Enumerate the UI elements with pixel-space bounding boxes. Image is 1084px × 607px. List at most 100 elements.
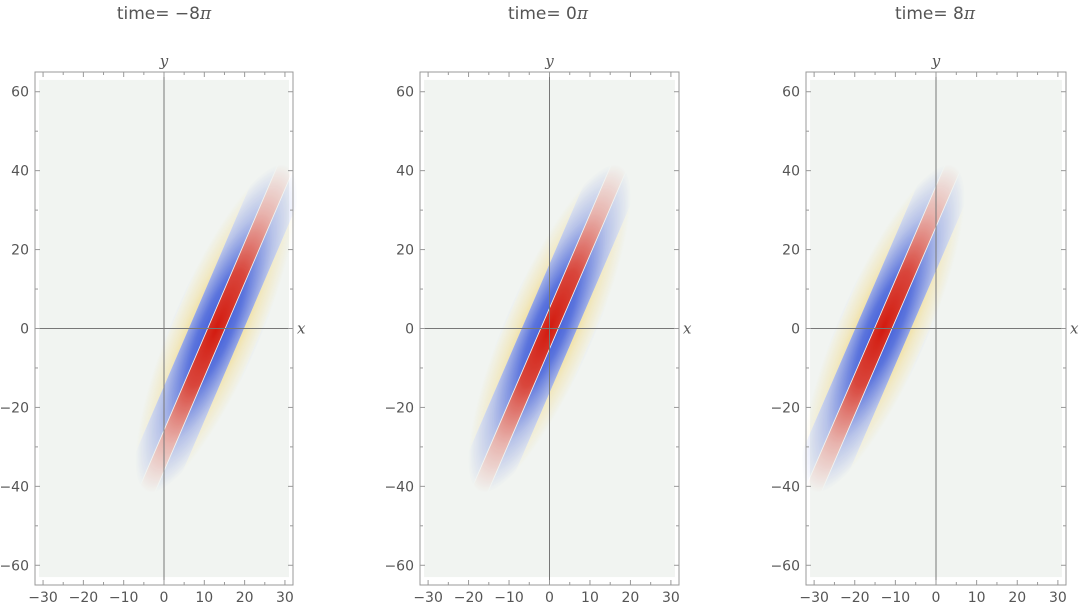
title-unit: π bbox=[963, 4, 976, 24]
x-tick-label: 0 bbox=[545, 590, 554, 606]
x-tick-label: −20 bbox=[454, 590, 484, 606]
wave-stripe bbox=[862, 144, 1061, 581]
y-tick-label: −60 bbox=[770, 558, 800, 574]
wave-stripe bbox=[24, 70, 222, 507]
x-tick-label: −30 bbox=[799, 590, 829, 606]
wave-stripe bbox=[799, 117, 998, 554]
x-tick-label: 20 bbox=[622, 590, 640, 606]
wave-stripe bbox=[388, 83, 586, 520]
y-tick-label: 60 bbox=[396, 85, 414, 101]
title-unit: π bbox=[576, 4, 589, 24]
y-tick-label: 20 bbox=[782, 243, 800, 259]
panel-3: y x −30 −20 −10 0 10 20 30 −60 −40 −20 0 20 40 60 bbox=[690, 52, 1079, 606]
x-tick-label: −30 bbox=[28, 590, 58, 606]
wave-stripe bbox=[544, 150, 742, 587]
wave-stripe bbox=[831, 130, 1030, 567]
wave-stripe bbox=[195, 143, 393, 581]
wave-packet bbox=[690, 69, 1077, 588]
y-tick-label: −40 bbox=[770, 479, 800, 495]
panel-1: y x −30 −20 −10 0 10 20 30 −60 −40 −20 0 20 40 60 bbox=[0, 52, 409, 606]
wave-stripe bbox=[528, 143, 727, 581]
wave-stripe bbox=[40, 76, 238, 514]
y-tick-label: 0 bbox=[791, 322, 800, 338]
wave-stripe bbox=[752, 96, 951, 533]
title-panel-2: time= 0π bbox=[508, 4, 588, 24]
y-tick-label: −40 bbox=[0, 479, 29, 495]
x-tick-label: −20 bbox=[69, 590, 99, 606]
x-tick-label: 20 bbox=[1008, 590, 1026, 606]
title-panel-3: time= 8π bbox=[895, 4, 975, 24]
title-panel-1: time= −8π bbox=[117, 4, 211, 24]
wave-stripe bbox=[211, 150, 409, 587]
wave-stripe bbox=[164, 130, 362, 567]
y-tick-label: −20 bbox=[770, 400, 800, 416]
x-tick-label: −10 bbox=[881, 590, 911, 606]
title-value: 8 bbox=[953, 4, 964, 24]
x-tick-label: 0 bbox=[160, 590, 169, 606]
y-tick-label: −20 bbox=[384, 400, 414, 416]
x-axis-label: x bbox=[297, 320, 306, 338]
y-axis-label: y bbox=[931, 52, 941, 70]
wave-stripe bbox=[102, 103, 300, 541]
wave-stripe bbox=[419, 96, 618, 534]
wave-stripe bbox=[878, 151, 1077, 588]
y-tick-label: 40 bbox=[782, 164, 800, 180]
wave-stripe bbox=[705, 76, 904, 513]
y-tick-label: −60 bbox=[0, 558, 29, 574]
wave-stripe bbox=[403, 90, 602, 527]
wave-stripe bbox=[721, 83, 920, 520]
panel-2: y x −30 −20 −10 0 10 20 30 −60 −40 −20 0 20 40 60 bbox=[357, 52, 742, 606]
y-axis-label: y bbox=[159, 52, 169, 70]
wave-stripe bbox=[690, 69, 889, 506]
title-unit: π bbox=[199, 4, 212, 24]
y-tick-label: 20 bbox=[11, 243, 29, 259]
y-tick-label: 40 bbox=[396, 164, 414, 180]
x-tick-label: 10 bbox=[968, 590, 986, 606]
x-tick-label: 10 bbox=[581, 590, 599, 606]
title-value: 0 bbox=[566, 4, 577, 24]
x-tick-label: 0 bbox=[932, 590, 941, 606]
y-tick-label: −60 bbox=[384, 558, 414, 574]
wave-stripe bbox=[466, 117, 664, 554]
wave-stripe bbox=[497, 130, 696, 567]
x-tick-label: −30 bbox=[413, 590, 443, 606]
wave-stripe bbox=[768, 103, 967, 540]
x-tick-label: 30 bbox=[662, 590, 680, 606]
title-value: −8 bbox=[174, 4, 200, 24]
title-prefix: time= bbox=[507, 4, 567, 24]
y-axis-label: y bbox=[544, 52, 554, 70]
wave-stripe bbox=[435, 103, 633, 540]
y-tick-label: 0 bbox=[20, 322, 29, 338]
title-prefix: time= bbox=[894, 4, 954, 24]
wave-stripe bbox=[513, 137, 711, 574]
x-tick-label: 10 bbox=[195, 590, 213, 606]
wave-stripe bbox=[846, 137, 1045, 574]
x-axis-label: x bbox=[1070, 320, 1079, 338]
x-tick-label: 30 bbox=[1049, 590, 1067, 606]
x-axis-label: x bbox=[683, 320, 692, 338]
wave-stripe bbox=[481, 123, 680, 561]
wave-stripe bbox=[55, 83, 253, 521]
wave-stripe bbox=[71, 90, 269, 527]
y-tick-label: 60 bbox=[782, 85, 800, 101]
title-prefix: time= bbox=[116, 4, 175, 24]
y-tick-label: −20 bbox=[0, 400, 29, 416]
wave-stripe bbox=[815, 124, 1014, 561]
x-tick-label: −10 bbox=[109, 590, 139, 606]
wave-stripe bbox=[133, 116, 331, 554]
wave-stripe bbox=[357, 70, 555, 507]
x-tick-label: 30 bbox=[276, 590, 294, 606]
x-tick-label: −20 bbox=[840, 590, 870, 606]
wave-stripe bbox=[372, 76, 571, 514]
wave-stripe bbox=[737, 90, 936, 527]
y-tick-label: 60 bbox=[11, 85, 29, 101]
y-tick-label: 0 bbox=[405, 322, 414, 338]
y-tick-label: −40 bbox=[384, 479, 414, 495]
wave-stripe bbox=[180, 136, 378, 574]
y-tick-label: 20 bbox=[396, 243, 414, 259]
wave-stripe bbox=[86, 96, 284, 534]
x-tick-label: −10 bbox=[494, 590, 524, 606]
x-tick-label: 20 bbox=[236, 590, 254, 606]
y-tick-label: 40 bbox=[11, 164, 29, 180]
